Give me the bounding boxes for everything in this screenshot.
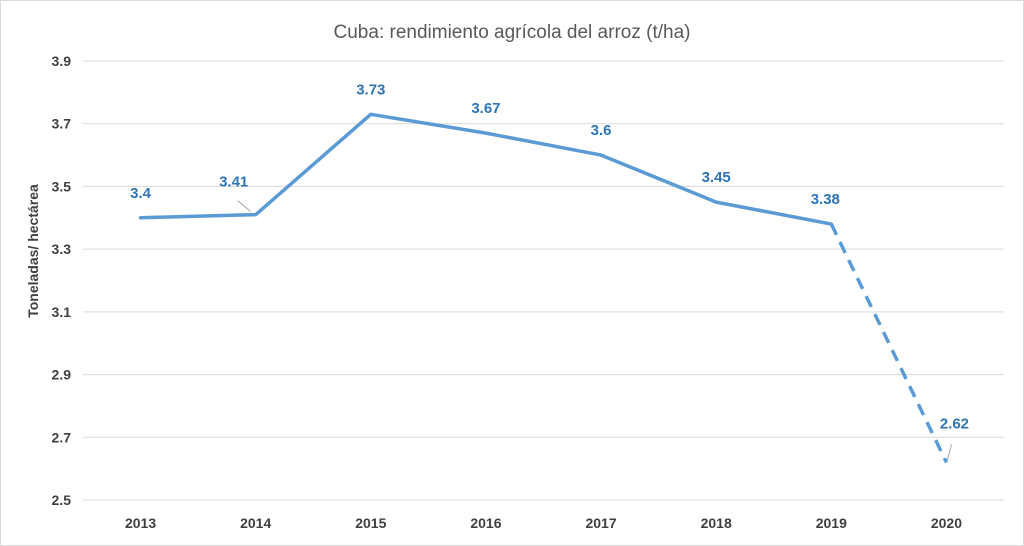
y-tick-label: 2.9 xyxy=(52,367,72,383)
data-label: 3.6 xyxy=(591,122,612,139)
y-tick-label: 2.7 xyxy=(52,429,72,445)
y-axis-label: Toneladas/ hectárea xyxy=(25,184,41,318)
data-labels: 3.4 3.41 3.73 3.67 3.6 3.45 3.38 2.62 xyxy=(130,81,969,432)
data-label: 3.38 xyxy=(811,191,840,208)
y-axis-ticks: 3.9 3.7 3.5 3.3 3.1 2.9 2.7 2.5 xyxy=(52,53,72,508)
y-tick-label: 3.3 xyxy=(52,241,72,257)
gridlines xyxy=(83,60,1004,501)
label-leader-line xyxy=(946,444,952,461)
chart-title: Cuba: rendimiento agrícola del arroz (t/… xyxy=(334,22,691,43)
data-label: 2.62 xyxy=(940,415,969,432)
y-tick-label: 3.5 xyxy=(52,178,72,194)
series-line-solid xyxy=(138,112,834,226)
y-tick-label: 3.1 xyxy=(52,304,72,320)
data-label: 3.45 xyxy=(702,169,731,186)
x-tick-label: 2018 xyxy=(701,515,732,531)
x-axis-ticks: 2013 2014 2015 2016 2017 2018 2019 2020 xyxy=(125,515,962,531)
label-leaders xyxy=(237,200,952,461)
x-tick-label: 2014 xyxy=(240,515,271,531)
x-tick-label: 2016 xyxy=(470,515,501,531)
x-tick-label: 2017 xyxy=(585,515,616,531)
data-label: 3.67 xyxy=(471,100,500,117)
y-tick-label: 3.7 xyxy=(52,116,72,132)
label-leader-line xyxy=(237,200,252,213)
y-tick-label: 3.9 xyxy=(52,53,72,69)
data-label: 3.4 xyxy=(130,185,152,202)
x-tick-label: 2013 xyxy=(125,515,156,531)
x-tick-label: 2015 xyxy=(355,515,386,531)
series-line xyxy=(138,112,949,464)
series-line-dashed xyxy=(829,223,949,464)
x-tick-label: 2019 xyxy=(816,515,847,531)
data-label: 3.41 xyxy=(219,174,248,191)
y-tick-label: 2.5 xyxy=(52,492,72,508)
data-label: 3.73 xyxy=(356,81,385,98)
x-tick-label: 2020 xyxy=(931,515,962,531)
